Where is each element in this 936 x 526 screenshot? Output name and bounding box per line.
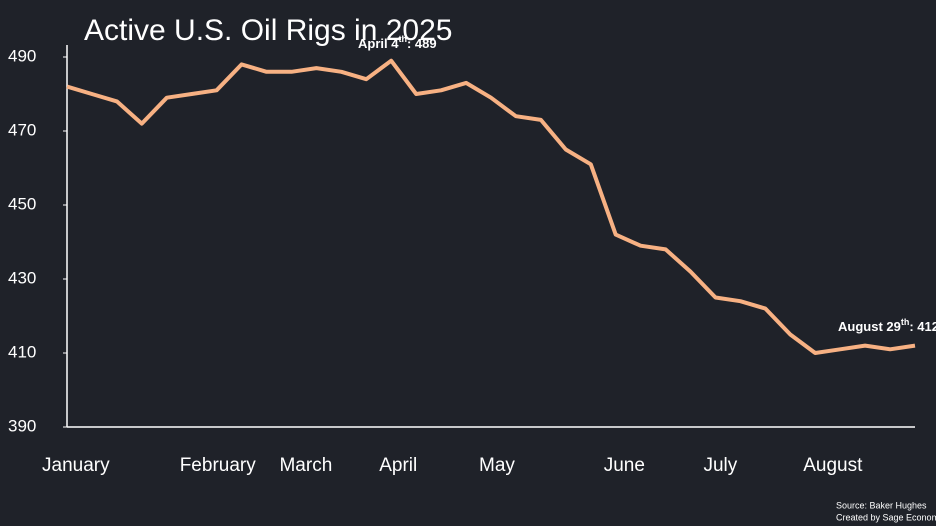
- annotation-rest: : 489: [407, 36, 437, 51]
- credit: Created by Sage Economics: [836, 512, 936, 522]
- x-tick-label: August: [803, 455, 863, 476]
- y-tick-label: 390: [8, 416, 36, 435]
- y-tick-label: 410: [8, 342, 36, 361]
- y-tick-label: 450: [8, 194, 36, 213]
- x-tick-label: June: [604, 455, 645, 476]
- y-tick-label: 490: [8, 46, 36, 65]
- x-tick-label: March: [279, 455, 332, 476]
- annotation: April 4th: 489: [358, 34, 437, 51]
- annotation-rest: : 412: [909, 319, 936, 334]
- annotation-sup: th: [398, 34, 407, 44]
- x-tick-label: April: [379, 455, 417, 476]
- annotation: August 29th: 412: [838, 317, 936, 334]
- annotation-text: April 4: [358, 36, 399, 51]
- y-tick-label: 430: [8, 268, 36, 287]
- chart-title: Active U.S. Oil Rigs in 2025: [84, 14, 452, 47]
- annotation-sup: th: [901, 317, 910, 327]
- x-tick-label: February: [180, 455, 257, 476]
- y-tick-label: 470: [8, 120, 36, 139]
- x-tick-label: July: [703, 455, 737, 476]
- annotation-text: August 29: [838, 319, 901, 334]
- source: Source: Baker Hughes: [836, 500, 927, 510]
- x-tick-label: January: [42, 455, 110, 476]
- x-tick-label: May: [479, 455, 515, 476]
- data-line: [66, 58, 916, 355]
